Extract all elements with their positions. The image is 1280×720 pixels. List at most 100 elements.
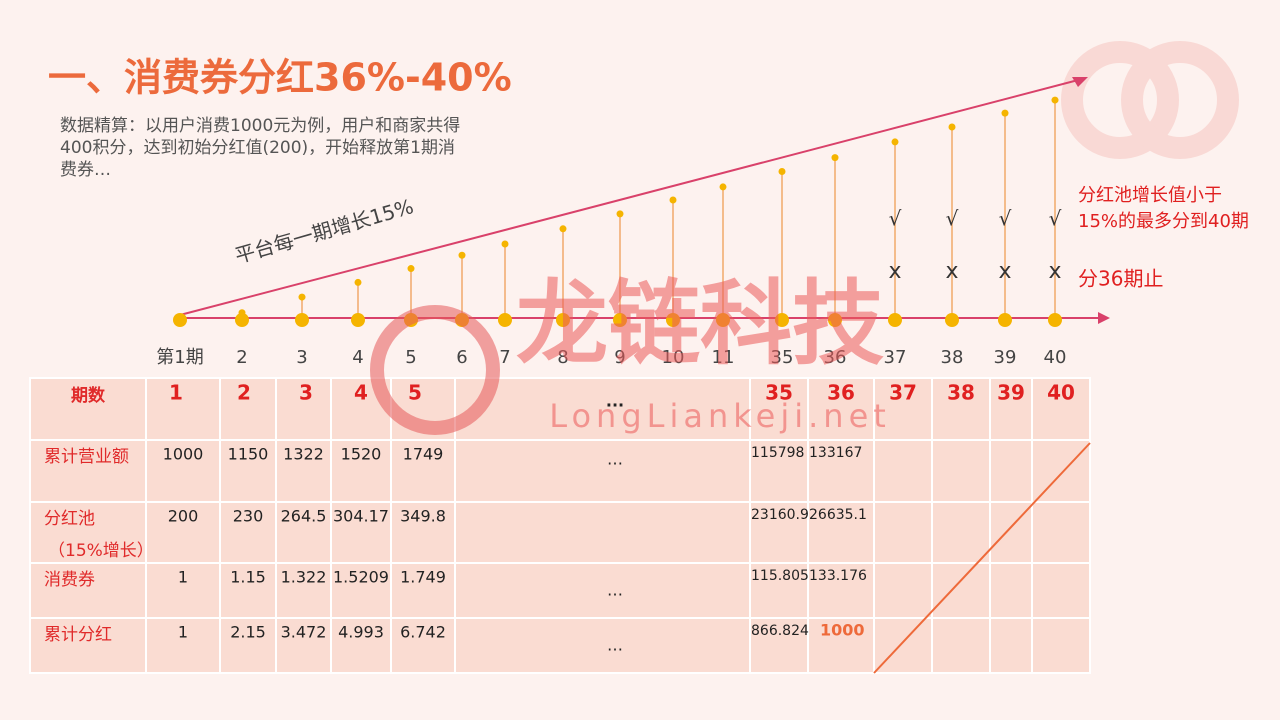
- row-label: 消费券: [44, 570, 95, 590]
- row-label: 期数: [71, 385, 106, 406]
- timeline-label: 38: [941, 347, 964, 368]
- gap: …: [607, 450, 623, 469]
- table-cell: [1031, 562, 1091, 619]
- cell-value: 1150: [228, 445, 269, 464]
- cell-value: 1322: [283, 445, 324, 464]
- table-cell: [390, 439, 456, 503]
- table-cell: [989, 617, 1033, 674]
- top-dot: [559, 225, 567, 233]
- cell-value: 36: [827, 381, 855, 405]
- cell-value: 133167: [809, 445, 862, 461]
- timeline-label: 39: [994, 347, 1017, 368]
- dot: [173, 313, 187, 327]
- table: 期数 1 2 3 4 5... 35 36 37 38 39 40 累计营业额 1000 1150 1322 1…: [29, 377, 1091, 674]
- table-cell: [807, 439, 875, 503]
- cell-value: 1.322: [281, 568, 327, 587]
- table-cell: [454, 501, 751, 564]
- arrow-head: [1072, 77, 1088, 87]
- cell-value: 1.5209: [333, 568, 389, 587]
- timeline-label: 4: [352, 347, 363, 368]
- cell-value: 1.749: [400, 568, 446, 587]
- cross: x: [1048, 259, 1061, 284]
- watermark-logo: [370, 305, 500, 435]
- timeline-label: 10: [662, 347, 685, 368]
- cell-value: 264.5: [281, 507, 327, 526]
- check: √: [889, 207, 902, 231]
- table-cell: [873, 562, 933, 619]
- table-cell: [1031, 501, 1091, 564]
- gap: …: [607, 636, 623, 655]
- table-cell: [145, 377, 221, 441]
- table-cell: [219, 617, 277, 674]
- cell-value: 2: [237, 381, 251, 405]
- dot: [666, 313, 680, 327]
- dot: [613, 313, 627, 327]
- timeline-label: 37: [884, 347, 907, 368]
- timeline-label: 第1期: [156, 347, 203, 368]
- table-cell: [454, 562, 751, 619]
- cell-value: 1: [169, 381, 183, 405]
- cell-value: 133.176: [809, 568, 867, 584]
- intro: 数据精算：以用户消费1000元为例，用户和商家共得400积分，达到初始分红值(2…: [60, 116, 460, 180]
- table-cell: [931, 562, 991, 619]
- timeline-label: 40: [1044, 347, 1067, 368]
- stop-label: 分36期止: [1078, 267, 1163, 291]
- top-dot: [407, 265, 415, 273]
- table-cell: [931, 617, 991, 674]
- top-dot: [669, 196, 677, 204]
- timeline-label: 5: [405, 347, 416, 368]
- top-dot: [501, 240, 509, 248]
- cell-value: 4: [354, 381, 368, 405]
- check: √: [946, 207, 959, 231]
- table-cell: [989, 439, 1033, 503]
- watermark-url: LongLiankeji.net: [549, 397, 891, 435]
- watermark-name: 龙链科技: [516, 270, 884, 377]
- timeline-label: 2: [236, 347, 247, 368]
- cell-value: 1: [178, 623, 188, 642]
- table-cell: [873, 439, 933, 503]
- table-cell: [454, 377, 751, 441]
- cell-value: 3.472: [281, 623, 327, 642]
- diagonal: [873, 442, 1091, 674]
- timeline-label: 35: [771, 347, 794, 368]
- cell-value: 1000: [163, 445, 204, 464]
- title: 一、消费券分红36%-40%: [48, 56, 512, 100]
- dot: [351, 313, 365, 327]
- table-cell: [989, 562, 1033, 619]
- cell-value: 23160.9: [751, 507, 809, 523]
- top-dot: [778, 167, 786, 175]
- decor-rings: [1061, 41, 1239, 159]
- table-cell: [29, 439, 147, 503]
- table-cell: [454, 439, 751, 503]
- table-cell: [390, 501, 456, 564]
- top-dot: [831, 154, 839, 162]
- cell-value: 35: [765, 381, 793, 405]
- table-cell: [275, 562, 332, 619]
- cell-value: 1000: [820, 621, 865, 640]
- table-cell: [931, 439, 991, 503]
- table-cell: [807, 501, 875, 564]
- dot: [295, 313, 309, 327]
- top-dot: [891, 138, 899, 146]
- arrow-head: [1098, 312, 1110, 324]
- cross: x: [945, 259, 958, 284]
- table-cell: [931, 501, 991, 564]
- table-cell: [145, 562, 221, 619]
- table-cell: [454, 617, 751, 674]
- note-line: 分红池增长值小于: [1078, 185, 1222, 206]
- cell-value: 304.17: [333, 507, 389, 526]
- table-cell: [330, 501, 392, 564]
- table-cell: [1031, 377, 1091, 441]
- top-dot: [1051, 96, 1059, 104]
- table-cell: [390, 617, 456, 674]
- row-label: 累计分红: [44, 625, 112, 645]
- cell-value: 1520: [341, 445, 382, 464]
- cell-value: 37: [889, 381, 917, 405]
- cell-value: 1.15: [230, 568, 266, 587]
- growth-line: [179, 78, 1083, 316]
- table-cell: [989, 501, 1033, 564]
- cell-value: 2.15: [230, 623, 266, 642]
- cell-value: 1749: [403, 445, 444, 464]
- cell-value: 349.8: [400, 507, 446, 526]
